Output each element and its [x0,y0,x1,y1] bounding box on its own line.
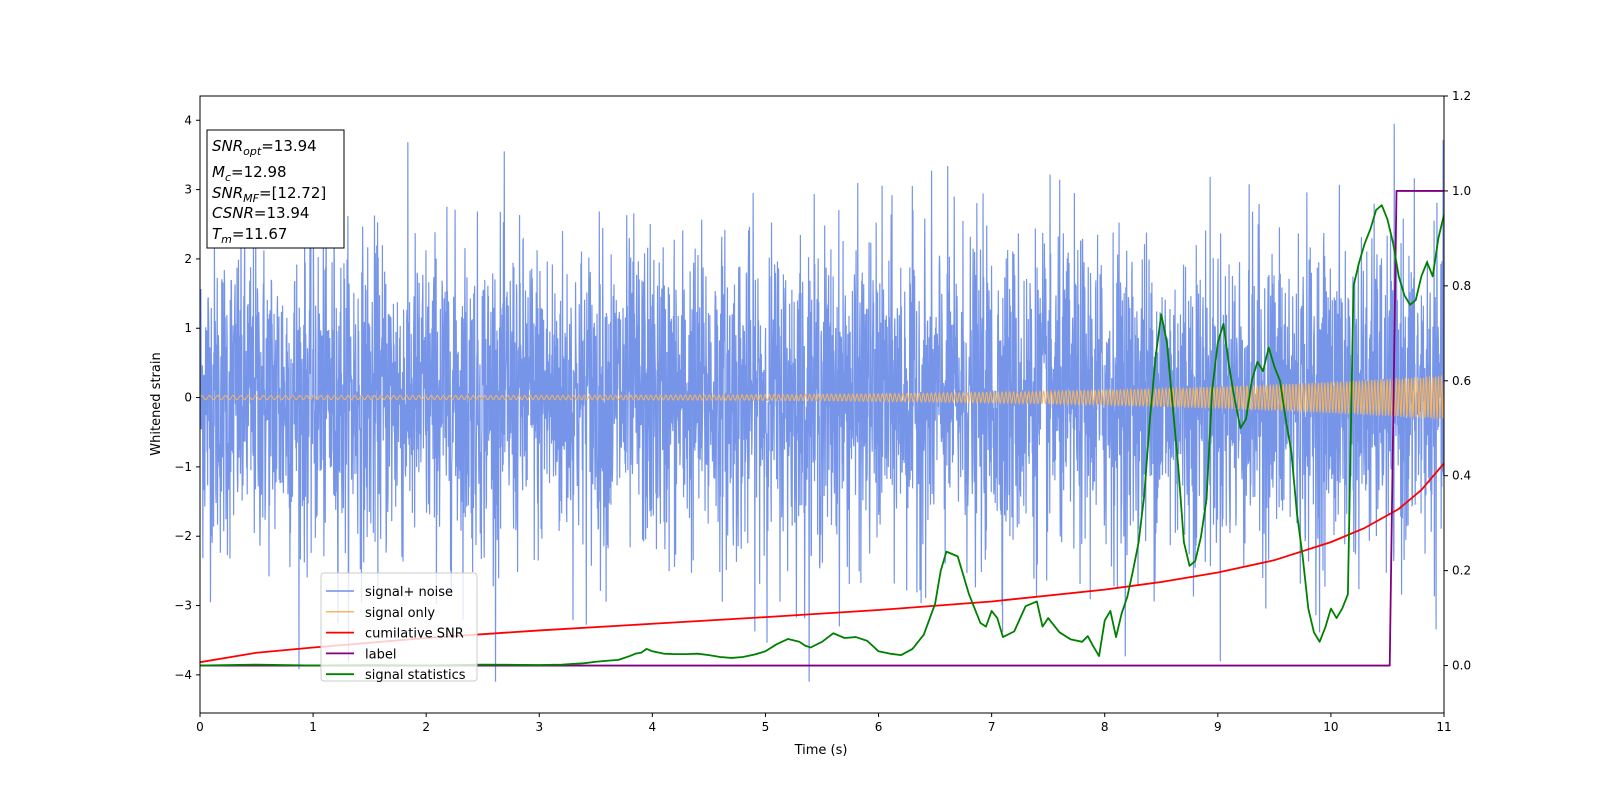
right-y-tick-label: 0.8 [1452,279,1471,293]
legend-item-signal-noise: signal+ noise [326,585,453,600]
legend-item-signal-statistics: signal statistics [326,668,466,683]
legend-item-cumulative-snr: cumilative SNR [326,627,464,642]
legend-label: signal+ noise [365,585,453,600]
label-line [200,190,1444,667]
legend-item-signal-only: signal only [326,606,435,621]
left-y-tick-label: −3 [174,599,192,613]
left-y-tick-label: 4 [184,113,192,127]
y-axis-label: Whitened strain [149,352,164,455]
x-axis-label: Time (s) [794,743,848,758]
legend-label: signal statistics [365,668,466,683]
x-tick-label: 1 [309,720,317,734]
legend-box [320,572,478,682]
left-y-tick-label: 2 [184,252,192,266]
signal-only-series [200,375,1444,420]
right-y-tick-label: 0.2 [1452,564,1471,578]
x-tick-label: 2 [422,720,430,734]
x-tick-label: 3 [535,720,543,734]
annotation-snr-mf: SNRMF=[12.72] [212,184,326,205]
x-tick-label: 4 [649,720,657,734]
left-y-tick-label: 1 [184,321,192,335]
stats-annotation: SNRopt=13.94 Mc=12.98 SNRMF=[12.72] CSNR… [206,129,345,249]
x-tick-label: 9 [1214,720,1222,734]
right-y-tick-label: 0.6 [1452,374,1471,388]
x-tick-label: 0 [196,720,204,734]
signal-only-line [200,375,1444,420]
right-y-tick-label: 0.0 [1452,659,1471,673]
x-axis: 0 1 2 3 4 5 6 7 8 9 10 11 [196,713,1452,734]
annotation-csnr: CSNR=13.94 [212,204,309,222]
x-tick-label: 5 [762,720,770,734]
left-y-tick-label: −4 [174,668,192,682]
right-y-tick-label: 1.0 [1452,184,1471,198]
annotation-snr-opt: SNRopt=13.94 [212,137,317,158]
left-y-tick-label: 0 [184,391,192,405]
annotation-mc: Mc=12.98 [212,163,287,184]
x-tick-label: 11 [1436,720,1451,734]
x-tick-label: 8 [1101,720,1109,734]
x-tick-label: 7 [988,720,996,734]
right-y-tick-label: 1.2 [1452,89,1471,103]
x-tick-label: 10 [1323,720,1338,734]
legend-item-label: label [326,647,396,662]
legend-label: cumilative SNR [365,627,464,642]
x-tick-label: 6 [875,720,883,734]
signal-noise-series [200,123,1444,682]
left-y-tick-label: −2 [174,529,192,543]
legend: signal+ noise signal only cumilative SNR la… [320,572,478,683]
left-y-tick-label: 3 [184,183,192,197]
annotation-tm: Tm=11.67 [212,225,287,246]
legend-label: label [365,647,396,662]
plot-frame [199,95,1445,714]
annotation-box [206,129,345,249]
right-y-tick-label: 0.4 [1452,469,1471,483]
left-y-tick-label: −1 [174,460,192,474]
legend-label: signal only [365,606,435,621]
signal-statistics-line [200,204,1444,667]
right-y-axis: 0.0 0.2 0.4 0.6 0.8 1.0 1.2 [1444,89,1471,673]
left-y-axis: −4 −3 −2 −1 0 1 2 3 4 [174,113,200,682]
signal-noise-line [200,123,1444,682]
